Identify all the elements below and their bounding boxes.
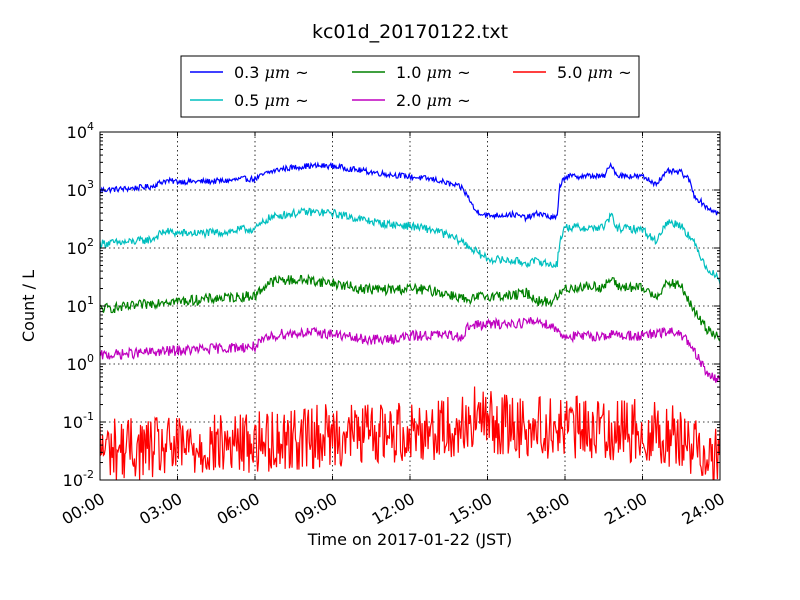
legend-item: 1.0 μm ~ [352,63,471,82]
y-tick-label: 10-2 [63,468,94,490]
y-tick-label: 102 [67,236,94,258]
series-line-4 [100,316,720,383]
y-tick-label: 104 [67,120,94,142]
legend-label: 0.5 μm ~ [234,91,309,110]
y-tick-label: 10-1 [63,410,94,432]
y-tick-labels: 10-2 10-1 100 101 102 103 104 [63,120,94,490]
y-tick-label: 101 [67,294,94,316]
y-axis-label: Count / L [19,270,38,342]
y-tick-label: 103 [67,178,94,200]
series-line-3 [100,273,720,342]
legend-box [180,55,640,118]
legend-item: 0.5 μm ~ [190,91,309,110]
series-line-5 [100,386,720,480]
legend-label: 0.3 μm ~ [234,63,309,82]
legend-item: 2.0 μm ~ [352,91,471,110]
series-lines [100,161,720,480]
ticks [99,131,721,481]
legend: 0.3 μm ~ 0.5 μm ~ 1.0 μm ~ 2.0 μm ~ 5.0 μm ~ [180,55,640,118]
legend-label: 5.0 μm ~ [557,63,632,82]
y-tick-label: 100 [67,352,94,374]
chart-title: kc01d_20170122.txt [312,21,508,43]
series-line-2 [100,207,720,285]
series-line-1 [100,161,720,223]
legend-label: 2.0 μm ~ [396,91,471,110]
legend-item: 5.0 μm ~ [513,63,632,82]
x-axis-label: Time on 2017-01-22 (JST) [307,530,512,549]
legend-item: 0.3 μm ~ [190,63,309,82]
legend-label: 1.0 μm ~ [396,63,471,82]
